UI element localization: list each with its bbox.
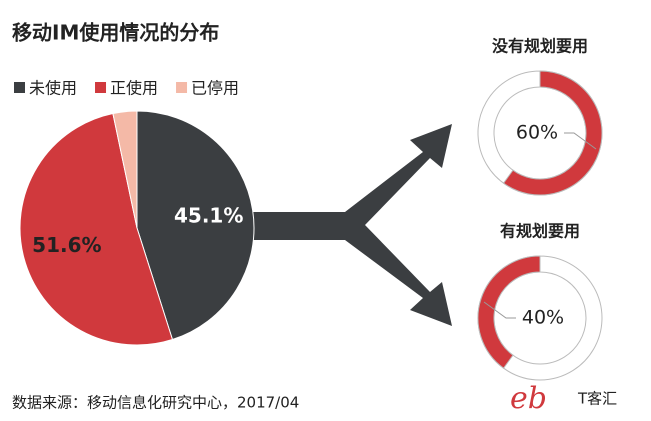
logo-text: T客汇 (577, 390, 617, 408)
source-note: 数据来源：移动信息化研究中心，2017/04 (12, 394, 299, 412)
legend-label: 已停用 (191, 79, 239, 98)
data-label: 40% (522, 307, 564, 329)
leader-line (564, 132, 597, 150)
donut-segment (502, 70, 603, 196)
data-label: 60% (516, 122, 558, 144)
pie-slice (136, 110, 255, 341)
legend-swatch (176, 82, 188, 93)
donut-segment (477, 255, 541, 369)
legend-label: 正使用 (110, 79, 158, 98)
logo-mark: eb (510, 381, 547, 416)
legend-swatch (14, 82, 25, 93)
data-label: 45.1% (174, 203, 243, 227)
legend-swatch (95, 82, 107, 93)
legend-label: 未使用 (29, 79, 77, 98)
data-label: 51.6% (32, 233, 101, 257)
split-arrow (236, 124, 452, 326)
donut-title: 有规划要用 (500, 222, 580, 241)
leader-line (483, 301, 516, 319)
pie-slice (112, 110, 138, 229)
pie-slice (19, 112, 174, 346)
page-title: 移动IM使用情况的分布 (12, 21, 219, 45)
donut-title: 没有规划要用 (492, 37, 588, 56)
